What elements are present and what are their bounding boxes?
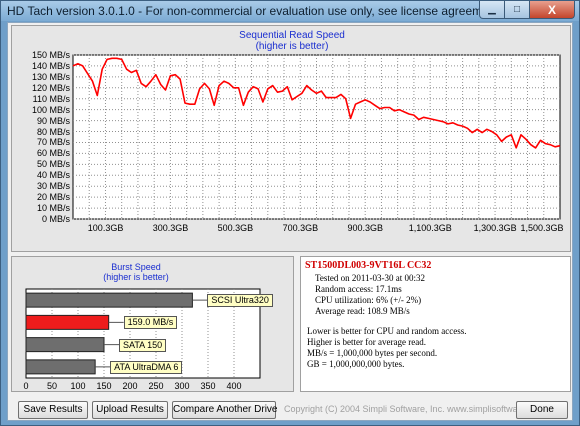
burst-bar	[25, 314, 110, 330]
compare-another-drive-button[interactable]: Compare Another Drive	[172, 401, 278, 419]
sequential-y-tick-label: 60 MB/s	[36, 148, 70, 159]
sequential-y-tick-label: 30 MB/s	[36, 181, 70, 192]
burst-bar-label: SCSI Ultra320	[207, 294, 273, 308]
sequential-x-tick-label: 100.3GB	[87, 223, 124, 233]
note-lower-better: Lower is better for CPU and random acces…	[307, 326, 467, 336]
note-higher-better: Higher is better for average read.	[307, 337, 426, 347]
burst-title-line1: Burst Speed	[111, 262, 161, 272]
title-bar[interactable]: HD Tach version 3.0.1.0 - For non-commer…	[1, 1, 579, 21]
sequential-y-tick-label: 150 MB/s	[31, 50, 70, 60]
burst-x-tick-label: 300	[174, 381, 190, 391]
burst-bar	[25, 337, 105, 353]
burst-bar	[25, 359, 96, 375]
burst-x-tick-label: 0	[23, 381, 29, 391]
maximize-icon: □	[513, 4, 521, 15]
close-icon: X	[547, 2, 556, 17]
sequential-y-tick-label: 100 MB/s	[31, 104, 70, 115]
minimize-icon: ▁	[488, 4, 496, 15]
window-title: HD Tach version 3.0.1.0 - For non-commer…	[7, 4, 503, 18]
copyright-text: Copyright (C) 2004 Simpli Software, Inc.…	[284, 404, 546, 414]
save-results-button[interactable]: Save Results	[18, 401, 88, 419]
sequential-x-tick-label: 1,100.3GB	[408, 223, 452, 233]
sequential-y-tick-label: 0 MB/s	[41, 214, 70, 224]
sequential-title-line1: Sequential Read Speed	[239, 30, 345, 41]
sequential-x-tick-label: 700.3GB	[282, 223, 319, 233]
burst-x-tick-label: 350	[200, 381, 216, 391]
burst-x-tick-label: 250	[148, 381, 164, 391]
close-button[interactable]: X	[529, 1, 575, 19]
sequential-read-series-line	[72, 57, 561, 149]
minimize-button[interactable]: ▁	[479, 1, 505, 19]
burst-chart-title: Burst Speed (higher is better)	[12, 262, 260, 282]
maximize-button[interactable]: □	[504, 1, 530, 19]
note-gb-definition: GB = 1,000,000,000 bytes.	[307, 359, 405, 369]
info-test-date: Tested on 2011-03-30 at 00:32	[315, 273, 426, 283]
info-random-access: Random access: 17.1ms	[315, 284, 402, 294]
sequential-y-tick-label: 80 MB/s	[36, 126, 70, 137]
sequential-y-tick-label: 110 MB/s	[32, 93, 70, 104]
burst-x-tick-label: 100	[70, 381, 86, 391]
sequential-y-tick-label: 140 MB/s	[31, 60, 70, 71]
sequential-read-chart	[72, 54, 561, 220]
upload-results-button[interactable]: Upload Results	[92, 401, 168, 419]
info-cpu-utilization: CPU utilization: 6% (+/- 2%)	[315, 295, 422, 305]
drive-info-panel: ST1500DL003-9VT16L CC32 Tested on 2011-0…	[300, 256, 571, 392]
sequential-x-tick-label: 1,300.3GB	[473, 223, 517, 233]
burst-x-tick-label: 200	[122, 381, 138, 391]
burst-bar-label: ATA UltraDMA 6	[110, 360, 183, 374]
sequential-x-tick-label: 500.3GB	[217, 223, 254, 233]
sequential-x-tick-label: 300.3GB	[152, 223, 189, 233]
burst-bar-label: 159.0 MB/s	[123, 316, 178, 330]
burst-title-line2: (higher is better)	[103, 272, 169, 282]
sequential-read-panel: Sequential Read Speed (higher is better)…	[11, 25, 571, 252]
sequential-chart-title: Sequential Read Speed (higher is better)	[12, 30, 572, 52]
info-average-read: Average read: 108.9 MB/s	[315, 306, 410, 316]
note-mbs-definition: MB/s = 1,000,000 bytes per second.	[307, 348, 438, 358]
burst-speed-panel: Burst Speed (higher is better) SCSI Ultr…	[11, 256, 294, 392]
sequential-y-tick-label: 20 MB/s	[36, 192, 70, 203]
sequential-y-tick-label: 50 MB/s	[36, 159, 70, 170]
sequential-title-line2: (higher is better)	[255, 41, 329, 52]
sequential-y-tick-label: 130 MB/s	[31, 71, 70, 82]
sequential-y-tick-label: 70 MB/s	[36, 137, 70, 148]
burst-x-tick-label: 50	[46, 381, 57, 391]
done-button[interactable]: Done	[516, 401, 568, 419]
burst-bar	[25, 292, 193, 308]
burst-x-tick-label: 150	[96, 381, 112, 391]
drive-model-name: ST1500DL003-9VT16L CC32	[305, 260, 432, 271]
sequential-y-tick-label: 10 MB/s	[36, 203, 70, 214]
burst-bar-label: SATA 150	[119, 338, 167, 352]
burst-x-tick-label: 400	[226, 381, 242, 391]
client-area: Sequential Read Speed (higher is better)…	[7, 22, 573, 421]
sequential-x-tick-label: 900.3GB	[347, 223, 384, 233]
sequential-y-tick-label: 120 MB/s	[31, 82, 70, 93]
sequential-y-tick-label: 90 MB/s	[36, 115, 70, 126]
sequential-y-tick-label: 40 MB/s	[36, 170, 70, 181]
sequential-x-tick-label: 1,500.3GB	[520, 223, 564, 233]
